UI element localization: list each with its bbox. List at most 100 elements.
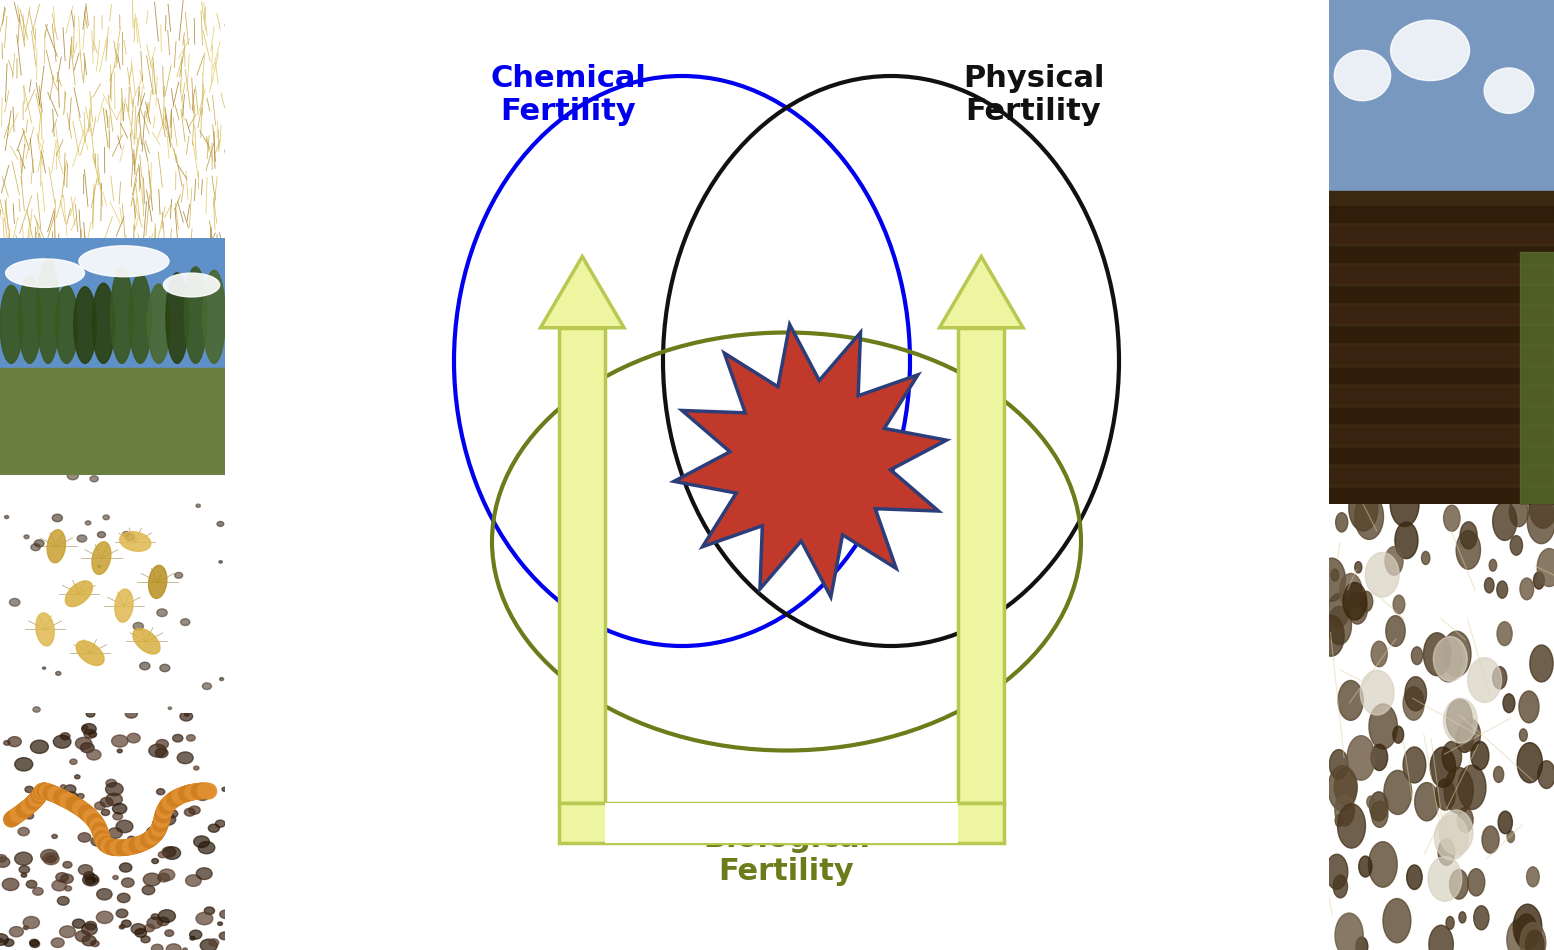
Ellipse shape [190,930,202,940]
Ellipse shape [126,709,137,718]
Ellipse shape [151,914,159,920]
Bar [1329,468,1554,484]
Ellipse shape [1520,729,1528,741]
Ellipse shape [1439,810,1473,855]
Ellipse shape [155,749,168,758]
Ellipse shape [76,805,87,813]
Ellipse shape [1318,558,1346,601]
Ellipse shape [1493,767,1504,783]
Ellipse shape [1450,869,1469,899]
Ellipse shape [1520,578,1534,599]
Ellipse shape [151,944,163,950]
Ellipse shape [1467,868,1484,896]
Ellipse shape [1528,499,1554,543]
Ellipse shape [115,589,134,622]
Ellipse shape [177,752,193,764]
Bar [1329,191,1554,504]
Ellipse shape [67,471,78,480]
Ellipse shape [1405,676,1427,711]
Ellipse shape [9,598,20,606]
Ellipse shape [180,618,190,625]
Ellipse shape [1391,481,1419,526]
Ellipse shape [1538,761,1554,788]
Ellipse shape [96,911,113,923]
Ellipse shape [84,730,96,738]
Ellipse shape [1360,671,1394,715]
Ellipse shape [219,677,224,680]
Ellipse shape [36,613,54,646]
Ellipse shape [2,879,19,890]
Ellipse shape [78,864,93,875]
Ellipse shape [172,794,183,803]
Ellipse shape [1347,592,1368,624]
Bar [1329,348,1554,363]
Ellipse shape [149,565,166,598]
Bar [1329,327,1554,342]
Ellipse shape [202,683,211,690]
Ellipse shape [1395,522,1417,559]
Ellipse shape [53,735,71,749]
Ellipse shape [1318,616,1344,656]
Ellipse shape [127,836,135,842]
Ellipse shape [1414,783,1439,821]
Ellipse shape [208,824,219,832]
Ellipse shape [87,750,101,760]
Ellipse shape [1366,553,1399,598]
Ellipse shape [1385,546,1403,576]
Ellipse shape [1484,578,1493,593]
Ellipse shape [1329,594,1349,627]
Ellipse shape [163,274,219,296]
Ellipse shape [1343,582,1366,620]
Ellipse shape [149,744,166,757]
Ellipse shape [14,758,33,771]
Ellipse shape [1458,765,1486,809]
Ellipse shape [90,476,98,482]
Bar [1329,227,1554,241]
Ellipse shape [33,887,44,895]
Ellipse shape [1444,505,1461,531]
Ellipse shape [106,783,123,795]
Ellipse shape [1335,50,1391,101]
Bar [1329,408,1554,423]
Ellipse shape [1329,766,1357,811]
Ellipse shape [1386,616,1405,646]
Ellipse shape [76,641,104,665]
Ellipse shape [160,664,169,672]
Ellipse shape [131,923,146,934]
Ellipse shape [190,937,194,940]
Ellipse shape [137,838,151,848]
Ellipse shape [23,917,39,928]
Ellipse shape [78,535,87,542]
Bar [1329,307,1554,322]
Polygon shape [605,803,959,843]
Ellipse shape [1335,513,1347,532]
Ellipse shape [1473,905,1489,930]
Ellipse shape [113,813,123,820]
Ellipse shape [8,736,22,747]
Ellipse shape [31,740,48,753]
Ellipse shape [113,876,118,880]
Ellipse shape [92,878,98,882]
Ellipse shape [1458,808,1473,832]
Ellipse shape [1461,522,1478,549]
Ellipse shape [65,581,92,606]
Ellipse shape [1428,925,1453,950]
Ellipse shape [1347,735,1375,780]
Ellipse shape [75,775,81,779]
Ellipse shape [1483,826,1500,853]
Ellipse shape [118,893,131,902]
Ellipse shape [30,940,39,947]
Ellipse shape [1497,581,1507,598]
Ellipse shape [141,885,155,895]
Ellipse shape [82,874,99,885]
Ellipse shape [204,907,214,915]
Ellipse shape [1430,747,1456,788]
Ellipse shape [127,733,140,743]
Ellipse shape [64,785,76,793]
Ellipse shape [9,926,23,937]
Ellipse shape [1537,548,1554,586]
Polygon shape [959,328,1004,803]
Ellipse shape [1456,531,1481,569]
Ellipse shape [202,271,225,364]
Ellipse shape [159,851,166,858]
